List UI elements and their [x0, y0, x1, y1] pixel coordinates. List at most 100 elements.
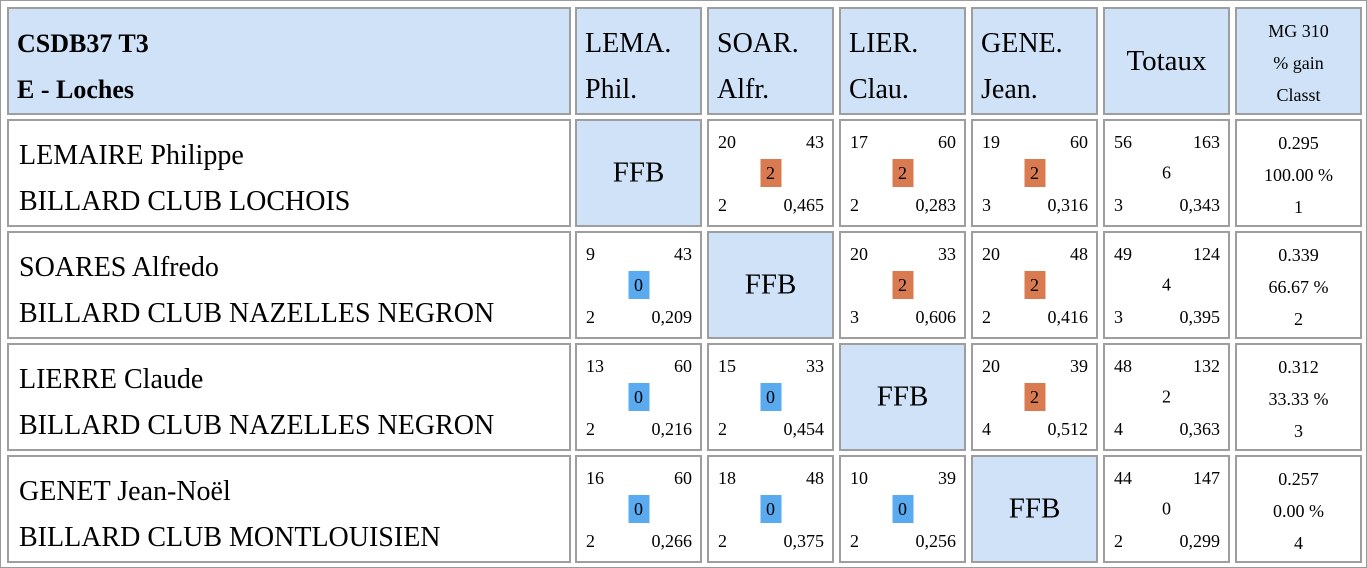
- match-high-run: 2: [850, 195, 859, 215]
- player-cell: GENET Jean-Noël BILLARD CLUB MONTLOUISIEN: [7, 455, 571, 563]
- match-points-scored: 20: [850, 244, 868, 264]
- mg-header-line-3: Classt: [1276, 85, 1321, 105]
- total-points-scored: 48: [1114, 356, 1132, 376]
- total-points-scored: 56: [1114, 132, 1132, 152]
- total-innings: 163: [1193, 132, 1220, 152]
- match-innings: 43: [674, 244, 692, 264]
- ranking: 2: [1294, 309, 1303, 329]
- column-header-lema: LEMA. Phil.: [575, 7, 702, 115]
- win-badge: 2: [1024, 159, 1045, 187]
- match-average: 0,283: [915, 195, 957, 215]
- match-innings: 60: [674, 356, 692, 376]
- self-match-cell: FFB: [971, 455, 1098, 563]
- column-header-line-1: GENE.: [981, 28, 1063, 59]
- best-high-run: 3: [1114, 307, 1123, 327]
- player-cell: SOARES Alfredo BILLARD CLUB NAZELLES NEGR…: [7, 231, 571, 339]
- gain-percentage: 0.00 %: [1273, 501, 1324, 521]
- mg-cell: 0.312 33.33 % 3: [1235, 343, 1362, 451]
- match-average: 0,256: [915, 531, 957, 551]
- match-high-run: 2: [586, 307, 595, 327]
- player-name: GENET Jean-Noël: [19, 476, 231, 507]
- gain-percentage: 33.33 %: [1268, 389, 1329, 409]
- player-cell: LIERRE Claude BILLARD CLUB NAZELLES NEGRO…: [7, 343, 571, 451]
- overall-average: 0,299: [1179, 531, 1221, 551]
- player-club: BILLARD CLUB LOCHOIS: [19, 186, 351, 217]
- match-high-run: 2: [586, 419, 595, 439]
- match-cell-vs-lier: 10 39 0 2 0,256: [839, 455, 966, 563]
- player-name: SOARES Alfredo: [19, 252, 219, 283]
- win-badge: 2: [892, 271, 913, 299]
- match-points-scored: 19: [982, 132, 1000, 152]
- column-header-gene: GENE. Jean.: [971, 7, 1098, 115]
- best-high-run: 3: [1114, 195, 1123, 215]
- match-high-run: 2: [718, 531, 727, 551]
- column-header-soar: SOAR. Alfr.: [707, 7, 834, 115]
- loss-badge: 0: [892, 495, 913, 523]
- ffb-label: FFB: [612, 156, 665, 189]
- column-header-lier: LIER. Clau.: [839, 7, 966, 115]
- total-match-points: 6: [1162, 162, 1171, 183]
- match-innings: 39: [1070, 356, 1088, 376]
- win-badge: 2: [1024, 271, 1045, 299]
- match-innings: 33: [938, 244, 956, 264]
- match-points-scored: 16: [586, 468, 604, 488]
- match-high-run: 3: [982, 195, 991, 215]
- match-average: 0,266: [651, 531, 693, 551]
- match-points-scored: 15: [718, 356, 736, 376]
- best-high-run: 4: [1114, 419, 1123, 439]
- win-badge: 2: [892, 159, 913, 187]
- mg-cell: 0.339 66.67 % 2: [1235, 231, 1362, 339]
- match-innings: 33: [806, 356, 824, 376]
- match-cell-vs-lema: 13 60 0 2 0,216: [575, 343, 702, 451]
- match-points-scored: 18: [718, 468, 736, 488]
- match-cell-vs-gene: 20 48 2 2 0,416: [971, 231, 1098, 339]
- match-points-scored: 20: [982, 356, 1000, 376]
- totals-cell: 48 132 2 4 0,363: [1103, 343, 1230, 451]
- match-points-scored: 9: [586, 244, 595, 264]
- mg-cell: 0.295 100.00 % 1: [1235, 119, 1362, 227]
- total-points-scored: 44: [1114, 468, 1132, 488]
- match-points-scored: 20: [982, 244, 1000, 264]
- match-average: 0,454: [783, 419, 825, 439]
- overall-average: 0,395: [1179, 307, 1221, 327]
- loss-badge: 0: [628, 271, 649, 299]
- match-cell-vs-soar: 18 48 0 2 0,375: [707, 455, 834, 563]
- match-average: 0,209: [651, 307, 693, 327]
- match-high-run: 2: [586, 531, 595, 551]
- match-high-run: 2: [850, 531, 859, 551]
- match-average: 0,512: [1047, 419, 1089, 439]
- ffb-label: FFB: [876, 380, 929, 413]
- match-points-scored: 20: [718, 132, 736, 152]
- loss-badge: 0: [628, 495, 649, 523]
- self-match-cell: FFB: [707, 231, 834, 339]
- match-average: 0,375: [783, 531, 825, 551]
- match-cell-vs-lema: 9 43 0 2 0,209: [575, 231, 702, 339]
- column-header-line-1: LIER.: [849, 28, 919, 59]
- win-badge: 2: [1024, 383, 1045, 411]
- column-header-line-2: Jean.: [981, 74, 1038, 105]
- match-cell-vs-soar: 15 33 0 2 0,454: [707, 343, 834, 451]
- loss-badge: 0: [628, 383, 649, 411]
- match-high-run: 4: [982, 419, 991, 439]
- player-club: BILLARD CLUB NAZELLES NEGRON: [19, 410, 495, 441]
- match-average: 0,465: [783, 195, 825, 215]
- match-high-run: 2: [718, 195, 727, 215]
- totals-cell: 56 163 6 3 0,343: [1103, 119, 1230, 227]
- win-badge: 2: [760, 159, 781, 187]
- loss-badge: 0: [760, 383, 781, 411]
- general-average: 0.257: [1278, 469, 1319, 489]
- player-cell: LEMAIRE Philippe BILLARD CLUB LOCHOIS: [7, 119, 571, 227]
- match-cell-vs-lier: 17 60 2 2 0,283: [839, 119, 966, 227]
- overall-average: 0,363: [1179, 419, 1221, 439]
- ranking: 4: [1294, 533, 1303, 553]
- title-line-2: E - Loches: [17, 75, 134, 104]
- totals-cell: 44 147 0 2 0,299: [1103, 455, 1230, 563]
- match-innings: 39: [938, 468, 956, 488]
- match-cell-vs-gene: 20 39 2 4 0,512: [971, 343, 1098, 451]
- total-innings: 132: [1193, 356, 1220, 376]
- player-club: BILLARD CLUB NAZELLES NEGRON: [19, 298, 495, 329]
- loss-badge: 0: [760, 495, 781, 523]
- match-cell-vs-lema: 16 60 0 2 0,266: [575, 455, 702, 563]
- match-high-run: 3: [850, 307, 859, 327]
